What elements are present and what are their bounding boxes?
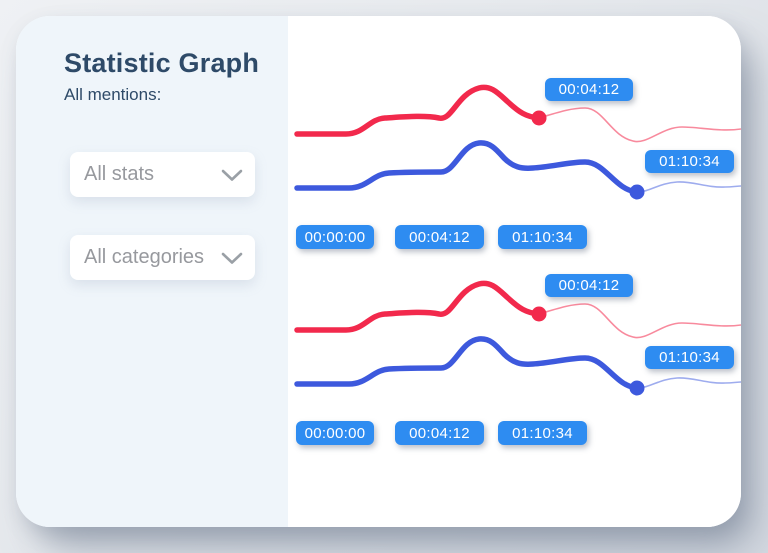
blue-marker-badge: 01:10:34: [645, 346, 734, 369]
page-title: Statistic Graph: [64, 48, 260, 78]
blue-marker-badge: 01:10:34: [645, 150, 734, 173]
timeline-chip[interactable]: 00:00:00: [296, 225, 374, 249]
blue-line-forecast: [636, 377, 741, 389]
statistic-card: Statistic Graph All mentions: All stats …: [16, 16, 741, 527]
red-marker-dot: [531, 306, 547, 322]
chevron-down-icon: [221, 252, 243, 264]
categories-filter-dropdown[interactable]: All categories: [70, 235, 255, 280]
timeline-chip[interactable]: 01:10:34: [498, 421, 587, 445]
blue-marker-dot: [629, 184, 645, 200]
red-line-forecast: [538, 107, 741, 143]
line-chart: [294, 84, 741, 200]
chart-panel: 00:04:12 01:10:34 00:00:00 00:04:12 01:1…: [288, 16, 741, 527]
chart-section-1: 00:04:12 01:10:34 00:00:00 00:04:12 01:1…: [288, 50, 741, 250]
red-line-forecast: [538, 303, 741, 339]
chevron-down-icon: [221, 169, 243, 181]
stats-filter-value: All stats: [84, 163, 155, 185]
blue-line: [294, 336, 640, 391]
red-line: [294, 280, 542, 333]
stats-filter-dropdown[interactable]: All stats: [70, 152, 255, 197]
red-line: [294, 84, 542, 137]
blue-line: [294, 140, 640, 195]
blue-line-forecast: [636, 181, 741, 193]
timeline-chip[interactable]: 01:10:34: [498, 225, 587, 249]
red-marker-dot: [531, 110, 547, 126]
sidebar: Statistic Graph All mentions: All stats …: [16, 16, 288, 527]
red-marker-badge: 00:04:12: [545, 274, 633, 297]
timeline-chip[interactable]: 00:04:12: [395, 421, 484, 445]
line-chart: [294, 280, 741, 396]
timeline-chip[interactable]: 00:04:12: [395, 225, 484, 249]
blue-marker-dot: [629, 380, 645, 396]
red-marker-badge: 00:04:12: [545, 78, 633, 101]
timeline-chip[interactable]: 00:00:00: [296, 421, 374, 445]
page-subtitle: All mentions:: [64, 85, 162, 104]
categories-filter-value: All categories: [84, 246, 205, 268]
chart-section-2: 00:04:12 01:10:34 00:00:00 00:04:12 01:1…: [288, 246, 741, 446]
